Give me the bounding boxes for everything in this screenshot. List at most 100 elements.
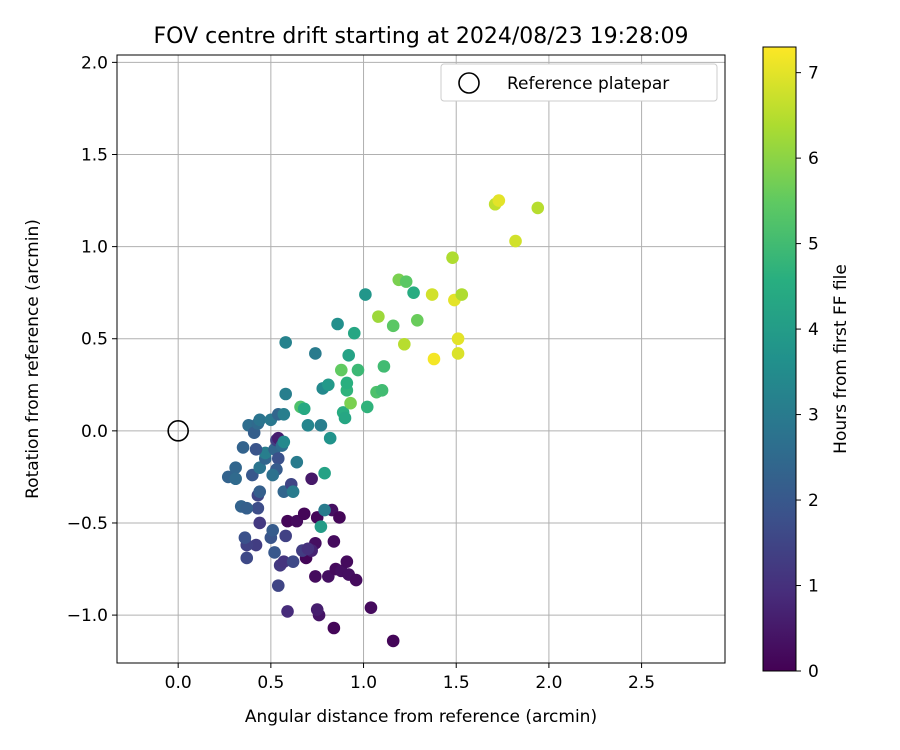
y-tick-label: 1.0	[81, 238, 108, 258]
x-tick-label: 1.5	[443, 673, 470, 693]
colorbar-tick-label: 2	[808, 491, 819, 511]
data-point	[253, 516, 267, 530]
data-point	[425, 288, 439, 301]
data-point	[451, 332, 465, 346]
data-point	[249, 538, 263, 552]
data-point	[349, 573, 363, 587]
data-point	[446, 251, 459, 264]
data-point	[253, 461, 267, 475]
y-tick-label: −0.5	[67, 514, 108, 534]
colorbar-tick-label: 6	[808, 149, 819, 169]
data-point	[342, 349, 356, 362]
data-point	[347, 326, 361, 340]
colorbar-gradient	[762, 46, 797, 672]
data-point	[277, 435, 291, 449]
data-point	[279, 387, 292, 401]
y-tick-label: 0.5	[81, 330, 108, 350]
data-point	[331, 317, 344, 331]
data-point	[271, 579, 285, 592]
data-point	[310, 603, 324, 616]
data-point	[323, 431, 337, 445]
y-axis-label: Rotation from reference (arcmin)	[23, 219, 43, 499]
x-axis-ticks: 0.0 0.5 1.0 1.5 2.0 2.5	[165, 663, 655, 693]
plot-frame	[116, 54, 726, 664]
data-point	[351, 363, 365, 377]
colorbar-tick-label: 1	[808, 577, 819, 597]
data-point	[314, 419, 328, 432]
colorbar-tick-label: 4	[808, 320, 819, 340]
legend-entry: Reference platepar	[507, 74, 669, 94]
data-point	[531, 201, 545, 215]
data-point	[375, 384, 389, 397]
data-point	[360, 400, 374, 414]
data-point	[229, 472, 242, 486]
data-point	[327, 621, 341, 635]
data-point	[377, 360, 391, 373]
data-point	[314, 520, 328, 533]
data-point	[271, 452, 285, 465]
data-point	[509, 234, 522, 248]
chart-title: FOV centre drift starting at 2024/08/23 …	[154, 24, 689, 49]
data-point	[338, 411, 352, 425]
data-point	[340, 555, 354, 568]
data-point	[251, 501, 265, 515]
x-tick-label: 0.5	[257, 673, 284, 693]
data-point	[305, 472, 318, 486]
colorbar-tick-label: 3	[808, 406, 819, 426]
x-tick-label: 2.5	[628, 673, 655, 693]
data-point	[344, 396, 357, 410]
data-point	[451, 347, 465, 360]
data-point	[253, 485, 267, 498]
data-point	[327, 535, 341, 548]
data-point	[359, 288, 372, 301]
data-point	[297, 402, 311, 416]
data-point	[427, 352, 441, 366]
reference-marker	[167, 420, 189, 442]
data-point	[386, 634, 400, 648]
data-point	[286, 555, 300, 568]
data-point	[290, 455, 304, 469]
y-tick-label: 2.0	[81, 53, 108, 73]
data-point	[364, 601, 378, 615]
legend-box	[440, 63, 718, 102]
data-point	[322, 378, 335, 392]
data-point	[229, 461, 242, 475]
data-point	[399, 275, 413, 288]
data-point	[253, 413, 267, 427]
data-point	[301, 542, 315, 556]
colorbar-tick-label: 0	[808, 662, 819, 682]
colorbar: 0 1 2 3 4 5 6 7 Hours from first FF file	[762, 46, 851, 682]
y-tick-label: 1.5	[81, 145, 108, 165]
data-point	[398, 337, 411, 351]
y-axis-ticks: −1.0 −0.5 0.0 0.5 1.0 1.5 2.0	[67, 53, 117, 626]
legend-marker-icon	[458, 72, 480, 94]
data-point	[407, 286, 420, 299]
colorbar-tick-label: 5	[808, 235, 819, 255]
data-point	[297, 507, 311, 521]
data-point	[236, 441, 250, 454]
data-point	[309, 347, 322, 360]
x-axis-label: Angular distance from reference (arcmin)	[245, 707, 597, 727]
data-points	[221, 194, 545, 648]
data-point	[238, 531, 252, 545]
data-point	[455, 288, 469, 301]
data-point	[286, 485, 300, 498]
grid-lines	[117, 55, 725, 663]
data-point	[333, 511, 346, 524]
data-point	[266, 524, 280, 537]
colorbar-tick-label: 7	[808, 64, 819, 84]
data-point	[318, 466, 331, 480]
data-point	[386, 319, 400, 333]
data-point	[240, 551, 254, 565]
data-point	[240, 501, 254, 515]
data-point	[340, 376, 354, 390]
reference-point-icon	[167, 420, 189, 442]
data-point	[279, 336, 292, 349]
y-tick-label: −1.0	[67, 606, 108, 626]
data-point	[301, 419, 315, 432]
data-point	[268, 546, 281, 559]
data-point	[249, 442, 263, 456]
data-point	[372, 310, 385, 323]
data-point	[277, 407, 291, 421]
data-point	[318, 503, 331, 517]
